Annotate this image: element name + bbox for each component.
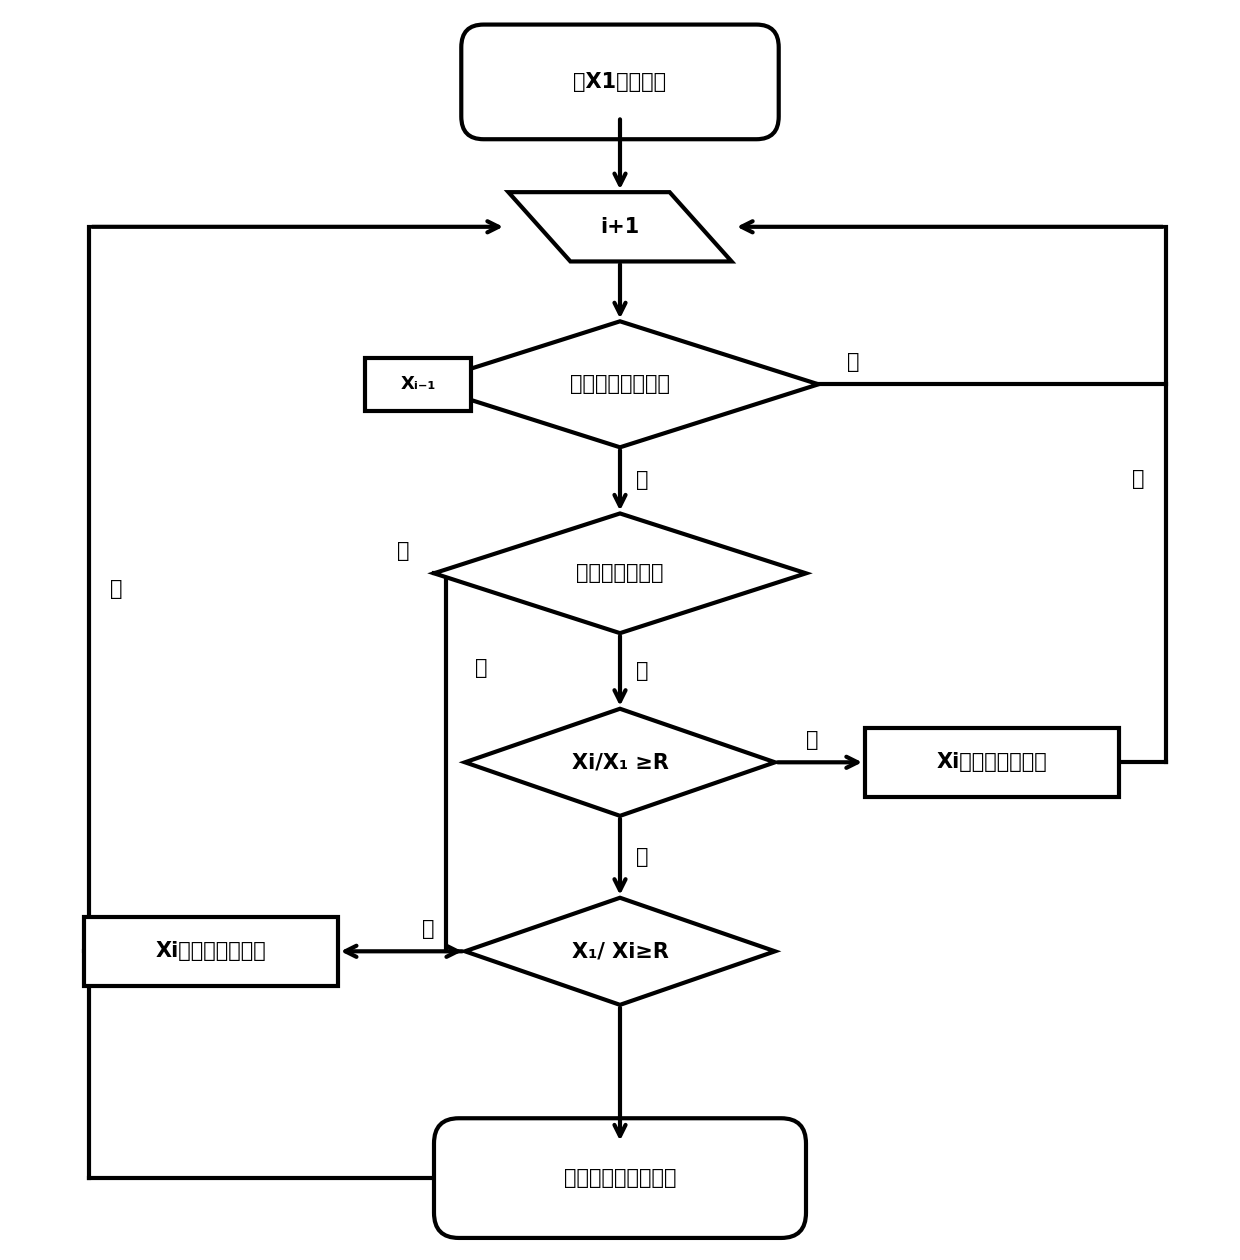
Text: 是否为最后一个点: 是否为最后一个点 — [570, 374, 670, 394]
Text: 否: 否 — [636, 662, 649, 680]
FancyBboxPatch shape — [434, 1119, 806, 1237]
Text: 是: 是 — [397, 541, 409, 561]
Polygon shape — [422, 321, 818, 447]
Text: 点X1为重要点: 点X1为重要点 — [573, 72, 667, 92]
Text: 否: 否 — [636, 847, 649, 867]
FancyBboxPatch shape — [461, 24, 779, 140]
Text: 是: 是 — [475, 658, 487, 678]
Bar — [866, 727, 1118, 798]
Text: 最后一个点为重要点: 最后一个点为重要点 — [564, 1168, 676, 1188]
Text: Xi为重要极大値点: Xi为重要极大値点 — [936, 752, 1048, 772]
Text: 是: 是 — [806, 730, 818, 750]
Text: 是: 是 — [847, 352, 859, 372]
Bar — [365, 358, 471, 411]
Text: 是: 是 — [110, 580, 123, 598]
Text: i+1: i+1 — [600, 217, 640, 237]
Text: 是: 是 — [422, 919, 434, 939]
Polygon shape — [465, 708, 775, 816]
Text: 否: 否 — [636, 470, 649, 490]
Polygon shape — [465, 897, 775, 1005]
Text: 为重要极大値点: 为重要极大値点 — [577, 563, 663, 583]
Text: Xi为重要极小値点: Xi为重要极小値点 — [155, 941, 267, 961]
Polygon shape — [434, 514, 806, 633]
Text: X₁/ Xi≥R: X₁/ Xi≥R — [572, 941, 668, 961]
Polygon shape — [508, 193, 732, 262]
Bar — [84, 917, 337, 985]
Text: Xᵢ₋₁: Xᵢ₋₁ — [401, 375, 435, 393]
Text: Xi/X₁ ≥R: Xi/X₁ ≥R — [572, 752, 668, 772]
Text: 否: 否 — [1132, 469, 1145, 489]
